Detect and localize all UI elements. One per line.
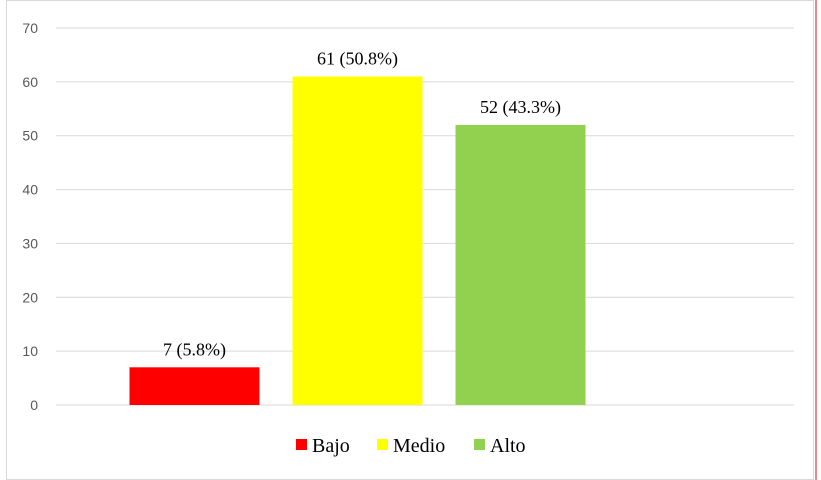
y-tick-label: 0: [30, 397, 38, 413]
y-tick-label: 10: [22, 343, 38, 359]
bar-alto: [455, 124, 586, 405]
bars: [129, 76, 586, 405]
legend-label: Bajo: [312, 435, 350, 457]
y-tick-label: 20: [22, 289, 38, 305]
gridlines: [56, 27, 794, 406]
data-label: 52 (43.3%): [480, 97, 561, 118]
legend: Bajo Medio Alto: [296, 435, 526, 457]
y-tick-label: 70: [22, 20, 38, 36]
legend-label: Medio: [393, 435, 445, 457]
legend-swatch-medio: [377, 439, 388, 450]
y-tick-label: 30: [22, 235, 38, 251]
data-labels: 7 (5.8%) 61 (50.8%) 52 (43.3%): [163, 48, 561, 360]
bar-bajo: [129, 367, 260, 405]
legend-swatch-bajo: [296, 439, 307, 450]
y-axis-ticks: 0 10 20 30 40 50 60 70: [22, 20, 38, 413]
y-tick-label: 50: [22, 128, 38, 144]
data-label: 7 (5.8%): [163, 339, 226, 360]
legend-swatch-alto: [474, 439, 485, 450]
bar-medio: [292, 76, 423, 405]
data-label: 61 (50.8%): [317, 48, 398, 69]
y-tick-label: 40: [22, 182, 38, 198]
legend-label: Alto: [490, 435, 526, 457]
y-tick-label: 60: [22, 74, 38, 90]
